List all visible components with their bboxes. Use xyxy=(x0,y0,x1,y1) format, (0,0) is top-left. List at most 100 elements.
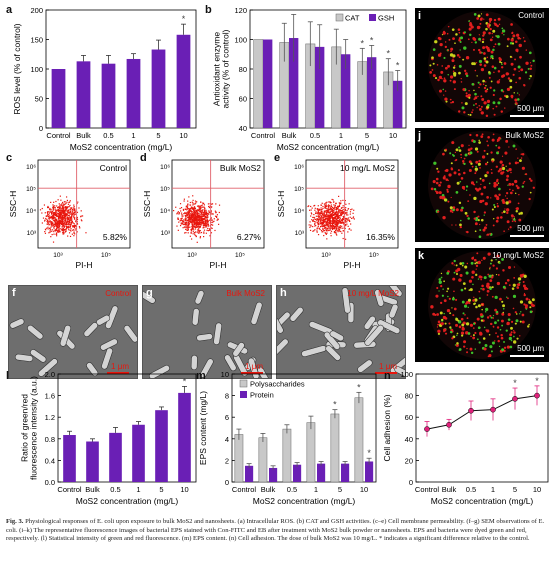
fluorescent-spot xyxy=(478,235,482,239)
event-dot xyxy=(310,215,312,217)
event-dot xyxy=(60,216,62,218)
significance-star: * xyxy=(513,378,517,388)
event-dot xyxy=(196,219,198,221)
fluorescent-spot xyxy=(458,110,461,113)
fluorescent-spot xyxy=(479,199,483,204)
event-dot xyxy=(63,222,66,224)
event-dot xyxy=(80,219,82,221)
bacterium-rod xyxy=(196,333,213,342)
fluorescent-spot xyxy=(450,162,453,165)
event-dot xyxy=(342,218,344,220)
fluorescent-spot xyxy=(468,289,471,292)
event-dot xyxy=(65,208,68,210)
event-dot xyxy=(310,205,312,208)
event-dot xyxy=(176,225,178,227)
fluorescent-spot xyxy=(470,261,474,265)
fluorescent-spot xyxy=(474,172,477,175)
event-dot xyxy=(333,201,335,203)
event-dot xyxy=(69,223,71,226)
event-dot xyxy=(328,219,330,221)
event-dot xyxy=(331,208,334,211)
fluorescent-spot xyxy=(474,147,479,151)
fluorescent-spot xyxy=(522,182,525,184)
fluorescent-spot xyxy=(470,147,473,150)
event-dot xyxy=(52,211,54,213)
fluorescent-spot xyxy=(477,81,480,84)
event-dot xyxy=(315,218,317,221)
event-dot xyxy=(331,206,334,208)
fluorescent-spot xyxy=(510,38,514,42)
event-dot xyxy=(65,207,67,209)
event-dot xyxy=(218,223,220,225)
scale-bar-label: 1 μm xyxy=(379,362,397,371)
event-dot xyxy=(321,221,323,223)
fluorescent-spot xyxy=(515,81,518,84)
fluorescent-spot xyxy=(511,220,514,223)
event-dot xyxy=(325,223,327,225)
event-dot xyxy=(333,219,335,221)
event-dot xyxy=(193,222,195,224)
event-dot xyxy=(326,216,328,218)
y-tick-label: 2.0 xyxy=(45,370,55,379)
fluorescent-spot xyxy=(452,37,455,41)
event-dot xyxy=(189,216,192,219)
event-dot xyxy=(336,208,338,210)
fluorescent-spot xyxy=(446,190,449,193)
event-dot xyxy=(212,224,214,226)
x-axis-label: MoS2 concentration (mg/L) xyxy=(431,496,534,506)
fluorescent-spot xyxy=(455,33,458,36)
fluorescent-spot xyxy=(529,310,533,314)
event-dot xyxy=(332,217,335,219)
event-dot xyxy=(201,215,204,217)
fluorescent-spot xyxy=(451,211,454,214)
y-tick-label: 80 xyxy=(405,392,413,401)
fluorescent-spot xyxy=(487,135,490,139)
event-dot xyxy=(53,233,55,235)
event-dot xyxy=(203,218,205,221)
fluorescent-spot xyxy=(460,177,464,180)
event-dot xyxy=(316,228,318,230)
fluorescent-spot xyxy=(495,165,498,168)
event-dot xyxy=(192,231,194,233)
event-dot xyxy=(204,224,206,226)
event-dot xyxy=(333,213,336,215)
event-dot xyxy=(58,215,60,218)
event-dot xyxy=(199,230,201,232)
y-tick-label: 60 xyxy=(239,95,247,104)
event-dot xyxy=(61,224,64,226)
event-dot xyxy=(198,230,201,232)
event-dot xyxy=(63,226,65,228)
event-dot xyxy=(194,226,196,229)
event-dot xyxy=(194,231,196,234)
legend-swatch-gsh xyxy=(369,14,376,21)
event-dot xyxy=(68,201,71,203)
event-dot xyxy=(54,220,56,222)
event-dot xyxy=(316,218,318,220)
fluorescent-spot xyxy=(500,333,503,337)
event-dot xyxy=(330,202,332,204)
fluorescent-spot xyxy=(500,336,504,340)
fluorescent-spot xyxy=(449,152,452,155)
x-tick-label: 1 xyxy=(136,485,140,494)
significance-star: * xyxy=(357,382,361,392)
x-axis-label: MoS2 concentration (mg/L) xyxy=(253,496,356,506)
event-dot xyxy=(320,210,322,213)
fluorescent-spot xyxy=(502,285,506,289)
fluorescent-spot xyxy=(471,41,473,44)
fluorescent-spot xyxy=(437,170,440,173)
fluorescent-spot xyxy=(459,262,463,265)
event-dot xyxy=(52,212,54,214)
fluorescent-spot xyxy=(490,55,494,59)
event-dot xyxy=(188,217,190,219)
event-dot xyxy=(207,225,210,227)
fluorescent-spot xyxy=(471,165,474,168)
event-dot xyxy=(67,217,69,219)
event-dot xyxy=(54,209,56,211)
fluorescent-spot xyxy=(492,133,495,136)
event-dot xyxy=(333,207,335,209)
event-dot xyxy=(312,225,314,228)
event-dot xyxy=(58,206,60,208)
event-dot xyxy=(183,213,185,215)
event-dot xyxy=(54,211,56,213)
fluorescent-spot xyxy=(503,346,507,349)
